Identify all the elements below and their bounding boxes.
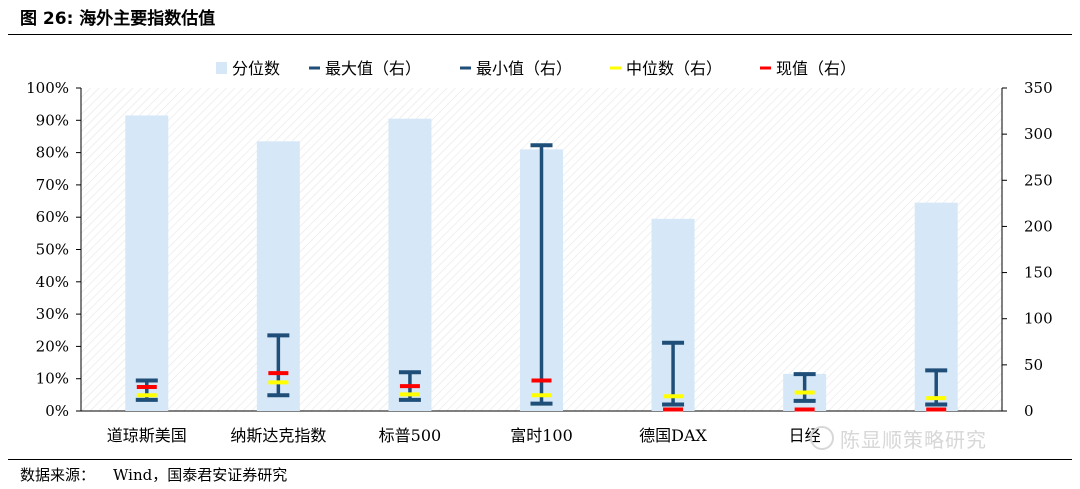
- legend-label: 最小值（右）: [476, 59, 572, 78]
- right-tick-label: 250: [1024, 171, 1053, 189]
- left-tick-label: 0%: [45, 402, 69, 420]
- value-markers: [135, 143, 948, 412]
- source-label: 数据来源：: [20, 466, 96, 484]
- source-rule: [8, 459, 1072, 460]
- right-tick-label: 100: [1024, 310, 1053, 328]
- left-tick-label: 90%: [36, 111, 69, 129]
- figure-title: 图 26: 海外主要指数估值: [20, 9, 216, 29]
- legend-label: 最大值（右）: [325, 59, 421, 78]
- left-tick-label: 20%: [36, 337, 69, 355]
- left-tick-label: 100%: [26, 79, 69, 97]
- watermark-text: 陈显顺策略研究: [840, 428, 987, 452]
- right-tick-label: 200: [1024, 217, 1053, 235]
- right-tick-label: 50: [1024, 356, 1043, 374]
- left-tick-label: 40%: [36, 273, 69, 291]
- percentile-bar: [388, 118, 432, 411]
- category-label: 富时100: [510, 426, 573, 445]
- percentile-bar: [125, 115, 169, 411]
- category-label: 道琼斯美国: [107, 426, 187, 445]
- watermark: 陈显顺策略研究: [810, 424, 987, 453]
- title-rule: [8, 34, 1072, 35]
- left-axis-ticks: 0% 10% 20% 30% 40% 50% 60% 70% 80% 90% 100%: [26, 79, 81, 420]
- left-tick-label: 80%: [36, 144, 69, 162]
- left-tick-label: 70%: [36, 176, 69, 194]
- category-label: 德国DAX: [639, 426, 707, 445]
- left-tick-label: 50%: [36, 241, 69, 259]
- right-axis-ticks: 0 50 100 150 200 250 300 350: [1002, 79, 1053, 420]
- right-tick-label: 150: [1024, 264, 1053, 282]
- legend-swatch-bar: [216, 62, 227, 74]
- left-tick-label: 10%: [36, 370, 69, 388]
- wechat-icon: [810, 426, 834, 450]
- legend-label: 现值（右）: [776, 59, 856, 78]
- right-tick-label: 350: [1024, 79, 1053, 97]
- category-labels: 道琼斯美国 纳斯达克指数 标普500 富时100 德国DAX 日经: [107, 426, 821, 445]
- left-tick-label: 30%: [36, 305, 69, 323]
- right-tick-label: 300: [1024, 125, 1053, 143]
- source-text: Wind，国泰君安证券研究: [113, 466, 288, 484]
- source-note: 数据来源： Wind，国泰君安证券研究: [20, 464, 287, 485]
- category-label: 纳斯达克指数: [230, 426, 326, 445]
- legend-label: 中位数（右）: [626, 59, 722, 78]
- right-tick-label: 0: [1024, 402, 1034, 420]
- chart: 0% 10% 20% 30% 40% 50% 60% 70% 80% 90% 100% 0 50 100…: [26, 59, 1053, 445]
- category-label: 标普500: [379, 426, 442, 445]
- legend-label: 分位数: [232, 59, 280, 78]
- left-tick-label: 60%: [36, 208, 69, 226]
- legend: 分位数 最大值（右） 最小值（右） 中位数（右） 现值（右）: [216, 59, 856, 78]
